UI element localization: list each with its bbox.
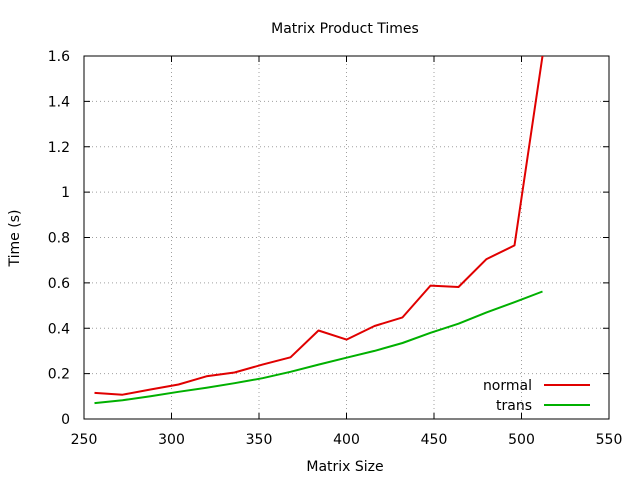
y-tick-label: 1 bbox=[61, 185, 70, 201]
legend-label-trans: trans bbox=[496, 398, 532, 414]
series-lines bbox=[94, 55, 544, 405]
y-tick-label: 1.6 bbox=[48, 49, 70, 65]
y-tick-label: 0.4 bbox=[48, 321, 70, 337]
y-tick-label: 0.8 bbox=[48, 231, 70, 247]
x-tick-label: 400 bbox=[333, 432, 360, 448]
chart-title: Matrix Product Times bbox=[271, 21, 419, 37]
series-line-trans bbox=[94, 290, 543, 405]
x-tick-label: 450 bbox=[421, 432, 448, 448]
x-tick-label: 500 bbox=[508, 432, 535, 448]
x-tick-label: 300 bbox=[158, 432, 185, 448]
x-tick-label: 350 bbox=[246, 432, 273, 448]
series-line-normal bbox=[94, 55, 544, 396]
legend: normal trans bbox=[483, 378, 590, 414]
y-tick-label: 0.6 bbox=[48, 276, 70, 292]
grid-lines bbox=[84, 56, 609, 419]
y-tick-label: 1.4 bbox=[48, 94, 70, 110]
x-tick-label: 550 bbox=[596, 432, 623, 448]
axis-ticks: 0 0.2 0.4 0.6 0.8 1 1.2 1.4 1.6 250 300 350 400 450 50… bbox=[48, 49, 623, 448]
x-axis-label: Matrix Size bbox=[306, 459, 383, 475]
y-tick-label: 0 bbox=[61, 412, 70, 428]
y-axis-label: Time (s) bbox=[7, 210, 23, 268]
x-tick-label: 250 bbox=[71, 432, 98, 448]
y-tick-label: 0.2 bbox=[48, 367, 70, 383]
y-tick-label: 1.2 bbox=[48, 140, 70, 156]
legend-label-normal: normal bbox=[483, 378, 532, 394]
